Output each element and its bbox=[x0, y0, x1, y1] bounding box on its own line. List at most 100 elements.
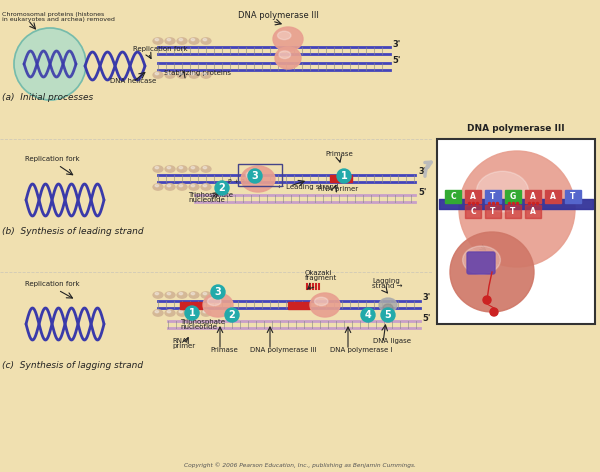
Ellipse shape bbox=[379, 298, 397, 312]
Text: DNA polymerase III: DNA polymerase III bbox=[250, 347, 317, 353]
Text: G: G bbox=[510, 192, 516, 201]
Ellipse shape bbox=[165, 292, 175, 298]
Text: Primase: Primase bbox=[325, 151, 353, 157]
Ellipse shape bbox=[208, 297, 221, 305]
Text: T: T bbox=[571, 192, 575, 201]
Text: 3': 3' bbox=[422, 293, 430, 302]
Bar bbox=[330, 175, 352, 182]
Text: Copyright © 2006 Pearson Education, Inc., publishing as Benjamin Cummings.: Copyright © 2006 Pearson Education, Inc.… bbox=[184, 463, 416, 468]
Ellipse shape bbox=[155, 167, 158, 169]
Ellipse shape bbox=[189, 38, 199, 44]
Bar bbox=[465, 205, 481, 218]
Ellipse shape bbox=[167, 167, 170, 169]
Bar bbox=[525, 190, 541, 203]
Ellipse shape bbox=[203, 311, 206, 313]
Circle shape bbox=[483, 296, 491, 304]
Text: Triphosphate: Triphosphate bbox=[180, 319, 225, 325]
Circle shape bbox=[225, 308, 239, 322]
Ellipse shape bbox=[383, 304, 393, 312]
Text: DNA polymerase I: DNA polymerase I bbox=[330, 347, 392, 353]
Ellipse shape bbox=[201, 292, 211, 298]
Bar bbox=[505, 205, 521, 218]
Text: 2: 2 bbox=[229, 310, 235, 320]
Circle shape bbox=[361, 308, 375, 322]
Bar bbox=[505, 190, 521, 203]
Ellipse shape bbox=[203, 39, 206, 41]
Text: Stabilizing proteins: Stabilizing proteins bbox=[164, 70, 231, 76]
Text: Replication fork: Replication fork bbox=[133, 46, 188, 52]
Text: Lagging: Lagging bbox=[372, 278, 400, 284]
Ellipse shape bbox=[476, 171, 529, 212]
Ellipse shape bbox=[459, 151, 575, 267]
Ellipse shape bbox=[189, 292, 199, 298]
Text: A: A bbox=[530, 192, 536, 201]
Text: 1: 1 bbox=[188, 308, 196, 318]
Ellipse shape bbox=[177, 166, 187, 172]
Ellipse shape bbox=[155, 311, 158, 313]
Circle shape bbox=[14, 28, 86, 100]
Text: nucleotide: nucleotide bbox=[188, 197, 225, 203]
FancyBboxPatch shape bbox=[467, 252, 495, 274]
Text: (c)  Synthesis of lagging strand: (c) Synthesis of lagging strand bbox=[2, 361, 143, 370]
Text: C: C bbox=[450, 192, 456, 201]
Text: 4: 4 bbox=[365, 310, 371, 320]
Text: 2: 2 bbox=[218, 183, 226, 193]
Bar bbox=[288, 302, 310, 309]
Ellipse shape bbox=[201, 38, 211, 44]
Text: DNA polymerase III: DNA polymerase III bbox=[467, 124, 565, 133]
Text: A: A bbox=[530, 207, 536, 216]
Text: in eukaryotes and archea) removed: in eukaryotes and archea) removed bbox=[2, 17, 115, 22]
Ellipse shape bbox=[179, 39, 182, 41]
Text: Chromosomal proteins (histones: Chromosomal proteins (histones bbox=[2, 12, 104, 17]
Circle shape bbox=[337, 169, 351, 183]
Text: fragment: fragment bbox=[305, 275, 337, 281]
Ellipse shape bbox=[153, 292, 163, 298]
Text: (a)  Initial processes: (a) Initial processes bbox=[2, 93, 93, 102]
Ellipse shape bbox=[177, 38, 187, 44]
Text: Primase: Primase bbox=[210, 347, 238, 353]
Ellipse shape bbox=[191, 167, 194, 169]
Bar bbox=[525, 205, 541, 218]
Text: 5': 5' bbox=[422, 314, 430, 323]
Ellipse shape bbox=[189, 166, 199, 172]
Text: DNA helicase: DNA helicase bbox=[110, 78, 156, 84]
Ellipse shape bbox=[191, 39, 194, 41]
Ellipse shape bbox=[155, 39, 158, 41]
Bar bbox=[180, 302, 202, 309]
Bar bbox=[485, 205, 501, 218]
Ellipse shape bbox=[153, 72, 163, 78]
Bar bbox=[545, 190, 561, 203]
Circle shape bbox=[215, 181, 229, 195]
Ellipse shape bbox=[165, 38, 175, 44]
Ellipse shape bbox=[177, 310, 187, 316]
Ellipse shape bbox=[191, 311, 194, 313]
Ellipse shape bbox=[201, 310, 211, 316]
Ellipse shape bbox=[155, 185, 158, 187]
Text: Replication fork: Replication fork bbox=[25, 156, 80, 162]
Ellipse shape bbox=[153, 166, 163, 172]
Bar bbox=[445, 190, 461, 203]
Text: Triphosphate: Triphosphate bbox=[188, 192, 233, 198]
Text: ← Leading strand: ← Leading strand bbox=[278, 184, 338, 190]
Ellipse shape bbox=[273, 27, 303, 51]
Ellipse shape bbox=[179, 185, 182, 187]
Text: A: A bbox=[550, 192, 556, 201]
Ellipse shape bbox=[165, 184, 175, 190]
Ellipse shape bbox=[177, 292, 187, 298]
Text: DNA polymerase III: DNA polymerase III bbox=[238, 11, 319, 20]
Bar bbox=[437, 139, 595, 324]
Ellipse shape bbox=[203, 167, 206, 169]
Ellipse shape bbox=[191, 293, 194, 295]
Ellipse shape bbox=[177, 184, 187, 190]
Circle shape bbox=[185, 306, 199, 320]
Text: C: C bbox=[470, 207, 476, 216]
Text: 3': 3' bbox=[392, 40, 400, 49]
Ellipse shape bbox=[203, 293, 233, 317]
Text: RNA: RNA bbox=[172, 338, 187, 344]
Text: 5': 5' bbox=[392, 56, 400, 65]
Ellipse shape bbox=[165, 72, 175, 78]
Text: strand →: strand → bbox=[372, 283, 403, 289]
Ellipse shape bbox=[463, 246, 500, 274]
Ellipse shape bbox=[167, 293, 170, 295]
Text: Replication fork: Replication fork bbox=[25, 281, 80, 287]
